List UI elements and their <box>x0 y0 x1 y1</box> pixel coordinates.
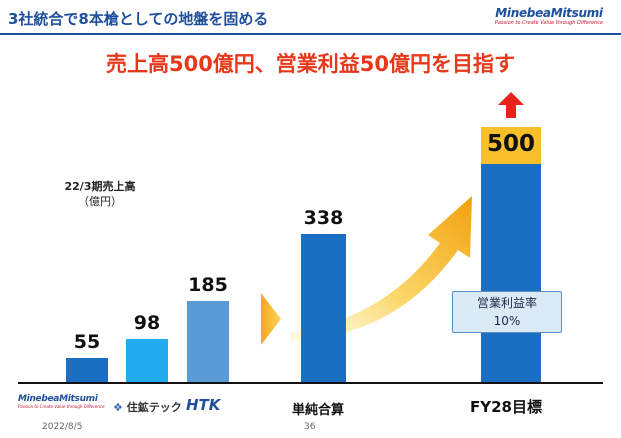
chevron-arrow-icon <box>261 293 281 345</box>
bar-value-label: 185 <box>188 274 228 296</box>
category-logo-minebeamitsumi: MinebeaMitsumi Passion to Create Value t… <box>18 394 110 409</box>
category-logo-tagline: Passion to Create Value through Differen… <box>18 404 105 409</box>
footer-page-number: 36 <box>304 422 316 432</box>
bar-target <box>481 163 541 382</box>
category-sumitomo-label: 住鉱テック <box>126 401 182 414</box>
operating-margin-value: 10% <box>493 314 521 328</box>
category-logo-name: MinebeaMitsumi <box>18 394 98 404</box>
up-arrow-icon <box>498 92 524 118</box>
page-title: 3社統合で8本槍としての地盤を固める <box>8 10 269 28</box>
bar-htk <box>187 301 229 382</box>
target-highlight-cap <box>481 127 541 164</box>
header-divider <box>0 33 621 35</box>
bar-value-label: 55 <box>73 331 101 353</box>
brand-logo: MinebeaMitsumi Passion to Create Value t… <box>484 6 614 26</box>
operating-margin-callout: 営業利益率 10% <box>452 291 562 333</box>
sumitomo-logo-icon: ❖ <box>113 401 123 414</box>
bar-combined <box>301 234 346 382</box>
bar-sumitomo <box>126 339 168 382</box>
brand-logo-name: MinebeaMitsumi <box>495 6 603 20</box>
chart-baseline <box>18 382 603 384</box>
bar-value-label: 338 <box>303 207 344 229</box>
footer-date: 2022/8/5 <box>42 422 83 432</box>
category-sumitomo: ❖ 住鉱テック <box>113 399 182 415</box>
category-target: FY28目標 <box>470 398 542 416</box>
headline: 売上高500億円、営業利益50億円を目指す <box>105 52 516 76</box>
growth-arrow-icon <box>290 196 472 341</box>
target-bar-value: 500 <box>486 131 535 157</box>
bar-minebeamitsumi <box>66 358 108 382</box>
brand-logo-tagline: Passion to Create Value through Differen… <box>494 20 604 26</box>
category-combined: 単純合算 <box>292 403 345 418</box>
category-htk: HTK <box>186 396 221 414</box>
bar-value-label: 98 <box>133 312 161 334</box>
chart-caption: 22/3期売上高 （億円） <box>50 179 150 209</box>
chart-caption-title: 22/3期売上高 <box>64 180 136 193</box>
operating-margin-label: 営業利益率 <box>476 296 537 310</box>
chart-caption-unit: （億円） <box>78 195 122 208</box>
